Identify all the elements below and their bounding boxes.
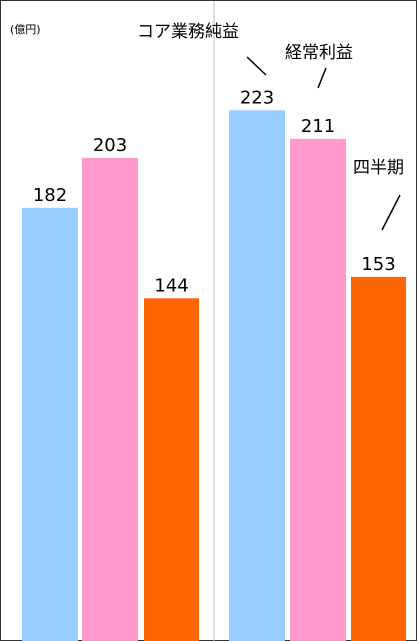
- bars: [22, 110, 406, 641]
- value-label-core-business-profit-g1: 223: [240, 87, 274, 108]
- callout-line-net-income: [381, 194, 401, 231]
- value-label-ordinary-profit-g0: 203: [93, 135, 127, 156]
- bar-net-income-g1: [351, 276, 406, 641]
- bar-ordinary-profit-g1: [290, 138, 346, 641]
- value-label-core-business-profit-g0: 182: [33, 185, 67, 206]
- value-labels: 182 203 144 223 211 153: [33, 87, 396, 296]
- callout-net-income: 四半期: [353, 158, 404, 178]
- value-label-net-income-g1: 153: [361, 254, 395, 275]
- callout-ordinary-profit: 経常利益: [285, 43, 353, 63]
- bar-core-business-profit-g1: [229, 110, 285, 641]
- bar-core-business-profit-g0: [22, 207, 78, 641]
- value-label-ordinary-profit-g1: 211: [301, 116, 335, 137]
- bar-ordinary-profit-g0: [82, 157, 138, 641]
- bar-net-income-g0: [144, 298, 199, 641]
- unit-label: (億円): [10, 23, 41, 36]
- value-label-net-income-g0: 144: [154, 275, 188, 296]
- callout-line-core-business-profit: [246, 56, 267, 76]
- callout-core-business-profit: コア業務純益: [137, 22, 239, 42]
- callout-line-ordinary-profit: [317, 67, 327, 89]
